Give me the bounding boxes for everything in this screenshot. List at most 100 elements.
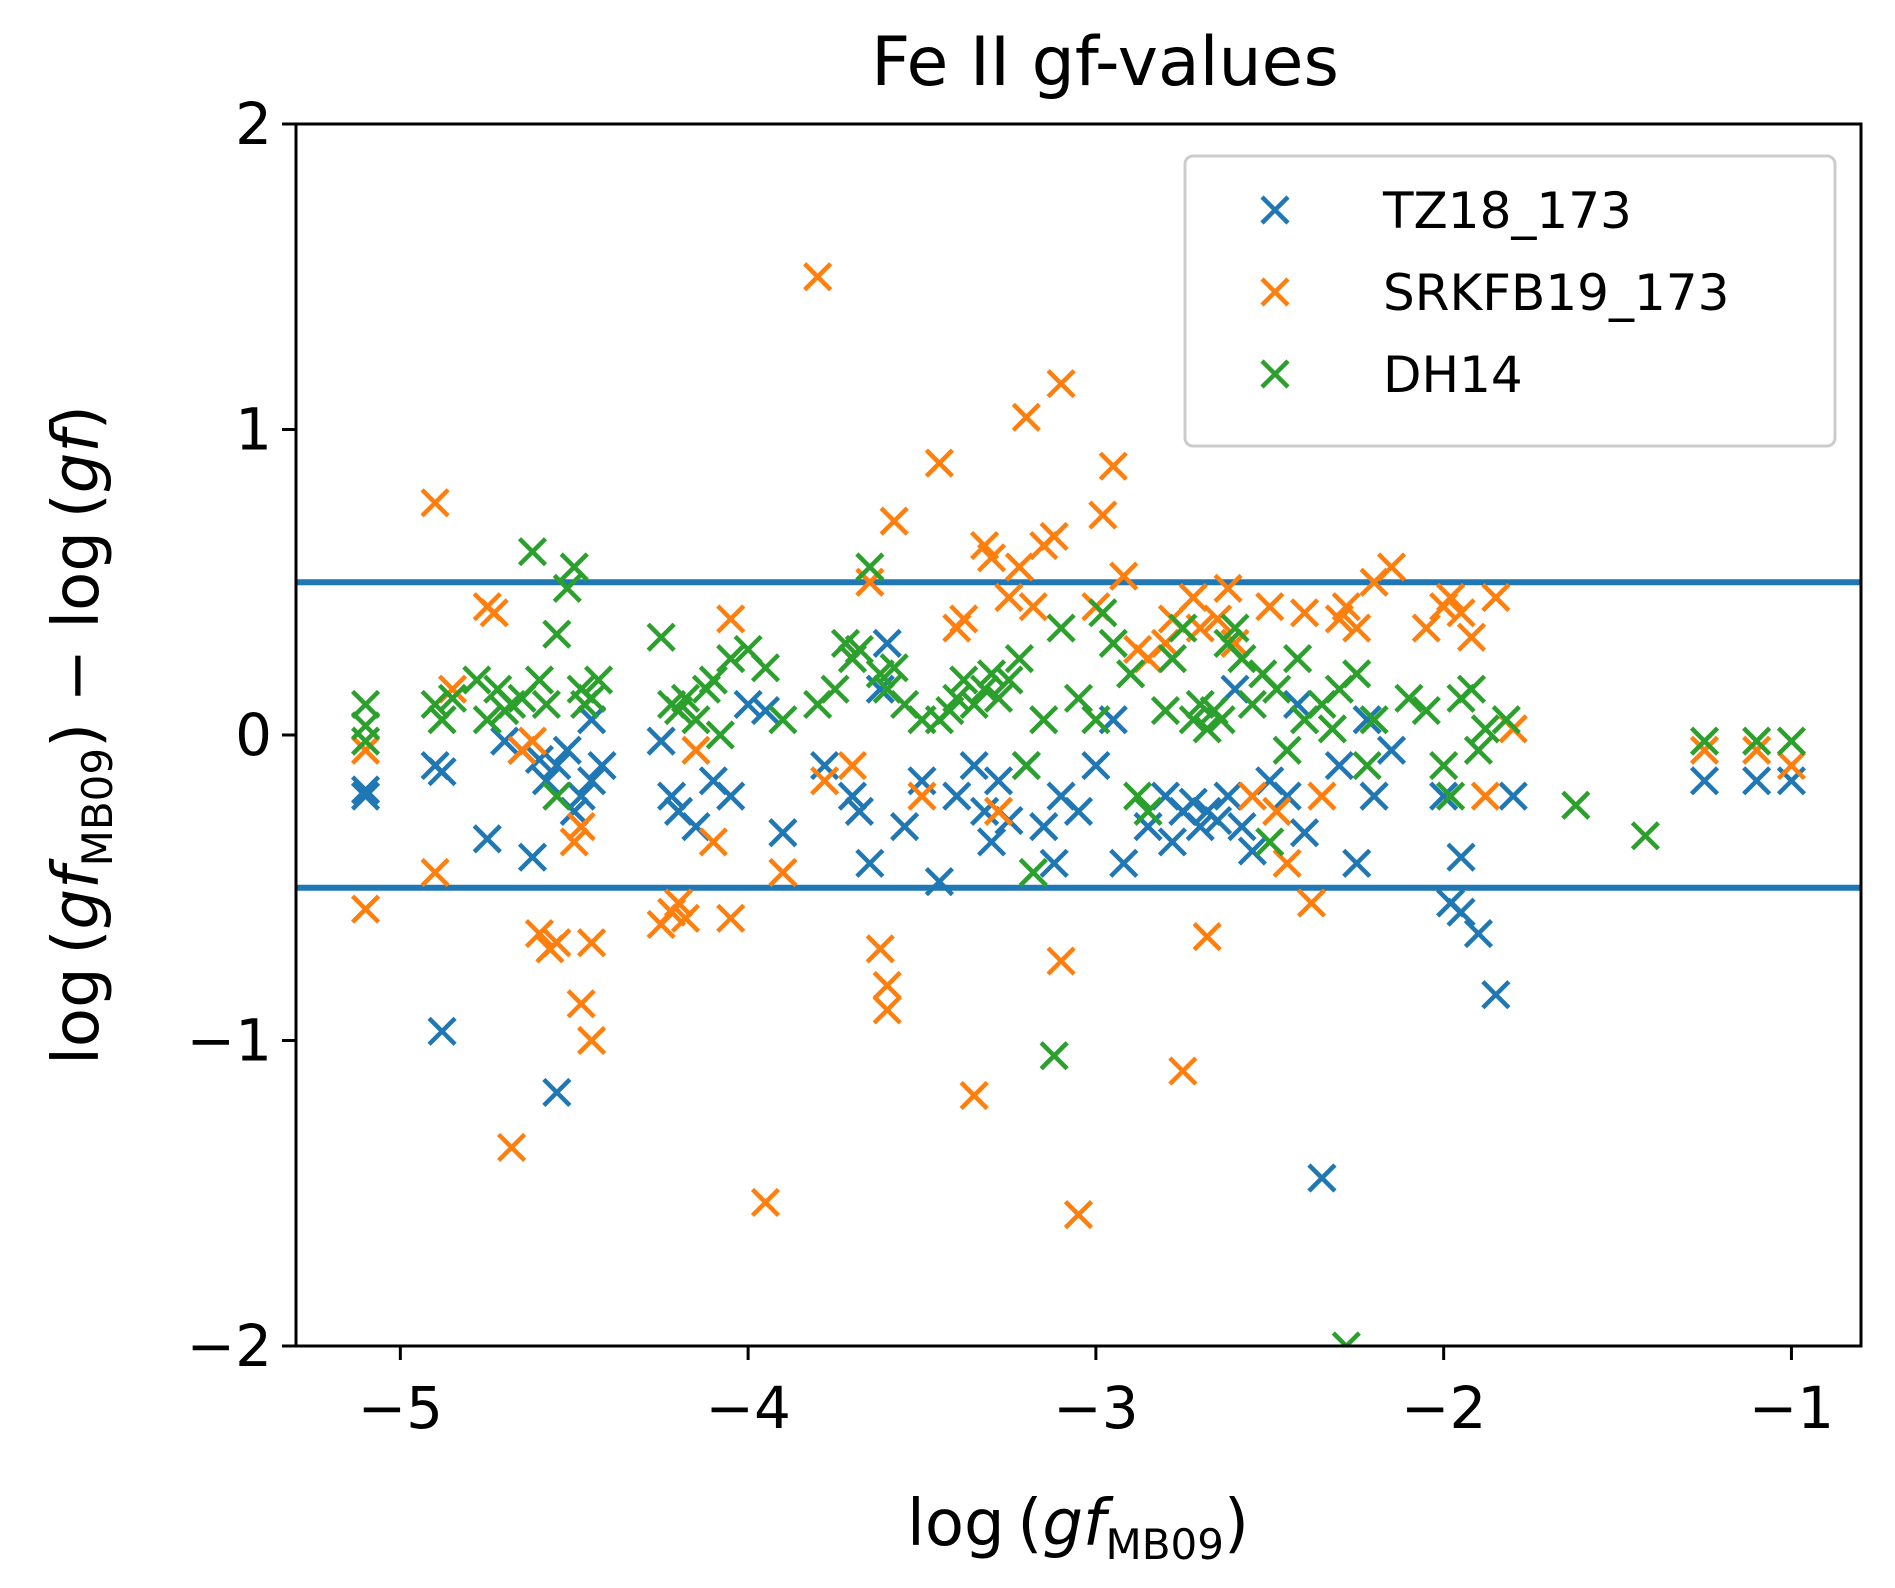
point-dh14-56 (1011, 750, 1041, 781)
point-tz18_173-70 (1352, 705, 1382, 735)
point-dh14-98 (1456, 674, 1487, 704)
x-axis-label-sub: MB09 (1106, 1520, 1225, 1569)
point-srkfb19_173-68 (1237, 781, 1267, 811)
point-srkfb19_173-64 (1192, 922, 1222, 952)
point-srkfb19_173-13 (559, 827, 589, 857)
point-tz18_173-26 (750, 695, 781, 726)
point-srkfb19_173-49 (1039, 521, 1069, 552)
point-dh14-59 (1039, 1041, 1069, 1071)
point-tz18_173-38 (959, 750, 989, 781)
point-tz18_173-20 (657, 781, 687, 811)
point-tz18_173-66 (1289, 818, 1320, 848)
point-tz18_173-18 (577, 705, 607, 735)
point-dh14-70 (1168, 613, 1198, 643)
x-axis-label-var: gf (1042, 1487, 1114, 1561)
point-dh14-104 (1689, 726, 1720, 756)
point-tz18_173-19 (646, 726, 676, 756)
point-dh14-84 (1283, 644, 1313, 674)
point-srkfb19_173-20 (663, 888, 694, 918)
point-dh14-20 (577, 683, 607, 713)
point-tz18_173-25 (733, 689, 763, 720)
point-srkfb19_173-50 (1046, 369, 1076, 399)
point-tz18_173-72 (1376, 735, 1407, 765)
point-tz18_173-30 (844, 796, 874, 826)
point-dh14-14 (531, 689, 561, 720)
point-dh14-13 (524, 665, 555, 695)
point-srkfb19_173-65 (1203, 604, 1233, 634)
point-tz18_173-68 (1324, 750, 1354, 781)
point-dh14-4 (427, 705, 457, 735)
point-dh14-103 (1630, 821, 1660, 851)
point-dh14-30 (705, 720, 735, 750)
point-tz18_173-37 (942, 781, 972, 811)
point-dh14-96 (1436, 781, 1466, 811)
data-markers (350, 262, 1807, 1346)
legend-label-tz18_173: TZ18_173 (1382, 182, 1632, 240)
point-srkfb19_173-39 (949, 604, 979, 634)
point-srkfb19_173-12 (542, 928, 572, 958)
point-srkfb19_173-34 (872, 970, 902, 1001)
point-srkfb19_173-0 (350, 735, 381, 765)
point-dh14-89 (1331, 1331, 1361, 1346)
y-axis: −2 −1 0 1 2 (187, 90, 296, 1380)
point-tz18_173-75 (1446, 897, 1476, 927)
point-srkfb19_173-47 (1018, 592, 1048, 622)
point-tz18_173-77 (1463, 918, 1494, 949)
point-tz18_173-24 (716, 781, 746, 811)
point-tz18_173-34 (890, 812, 920, 842)
point-srkfb19_173-66 (1213, 573, 1243, 603)
point-srkfb19_173-40 (959, 1080, 989, 1111)
point-dh14-78 (1227, 644, 1257, 674)
point-dh14-64 (1098, 628, 1128, 658)
point-tz18_173-29 (837, 781, 868, 811)
point-dh14-12 (517, 537, 548, 567)
point-tz18_173-10 (531, 766, 561, 796)
point-tz18_173-0 (350, 775, 381, 805)
point-tz18_173-65 (1283, 689, 1313, 720)
y-tick-label: 0 (235, 701, 272, 769)
legend-marker-srkfb19_173 (1260, 277, 1290, 307)
point-dh14-22 (542, 781, 572, 811)
x-tick-label: −3 (1053, 1374, 1139, 1442)
point-srkfb19_173-56 (1109, 561, 1139, 591)
point-dh14-15 (542, 619, 572, 649)
legend: TZ18_173 SRKFB19_173 DH14 (1183, 154, 1837, 448)
point-dh14-81 (1255, 827, 1285, 857)
point-dh14-75 (1206, 705, 1236, 735)
point-srkfb19_173-88 (1689, 735, 1720, 765)
point-tz18_173-53 (1157, 827, 1187, 857)
point-srkfb19_173-89 (1742, 735, 1772, 765)
point-dh14-65 (1116, 659, 1146, 689)
point-tz18_173-36 (924, 867, 954, 897)
point-srkfb19_173-35 (879, 506, 909, 536)
point-tz18_173-47 (1063, 796, 1094, 826)
y-axis-label-prefix: log ( (40, 930, 114, 1065)
point-dh14-43 (879, 653, 909, 683)
point-tz18_173-79 (1498, 781, 1528, 811)
point-tz18_173-50 (1109, 848, 1139, 878)
point-srkfb19_173-23 (698, 827, 728, 857)
point-tz18_173-41 (983, 766, 1014, 796)
point-srkfb19_173-83 (1446, 598, 1476, 628)
point-dh14-61 (1063, 683, 1094, 713)
point-srkfb19_173-3 (420, 857, 450, 888)
x-tick-label: −1 (1749, 1374, 1835, 1442)
point-srkfb19_173-54 (1088, 500, 1118, 530)
y-tick-label: −1 (187, 1007, 273, 1075)
y-tick-label: −2 (187, 1312, 273, 1380)
legend-label-dh14: DH14 (1383, 346, 1523, 404)
point-dh14-58 (1029, 705, 1059, 735)
point-tz18_173-44 (1029, 812, 1059, 842)
point-srkfb19_173-70 (1262, 796, 1292, 826)
point-dh14-91 (1352, 750, 1382, 781)
point-dh14-54 (994, 665, 1024, 695)
x-axis: −5 −4 −3 −2 −1 (358, 1346, 1835, 1442)
y-axis-label-sub: MB09 (73, 748, 122, 867)
point-srkfb19_173-7 (497, 1132, 527, 1163)
point-tz18_173-56 (1185, 812, 1215, 842)
point-dh14-79 (1237, 689, 1267, 720)
point-dh14-49 (949, 665, 979, 695)
point-tz18_173-69 (1342, 848, 1372, 878)
point-dh14-73 (1192, 714, 1222, 744)
point-srkfb19_173-36 (907, 781, 937, 811)
